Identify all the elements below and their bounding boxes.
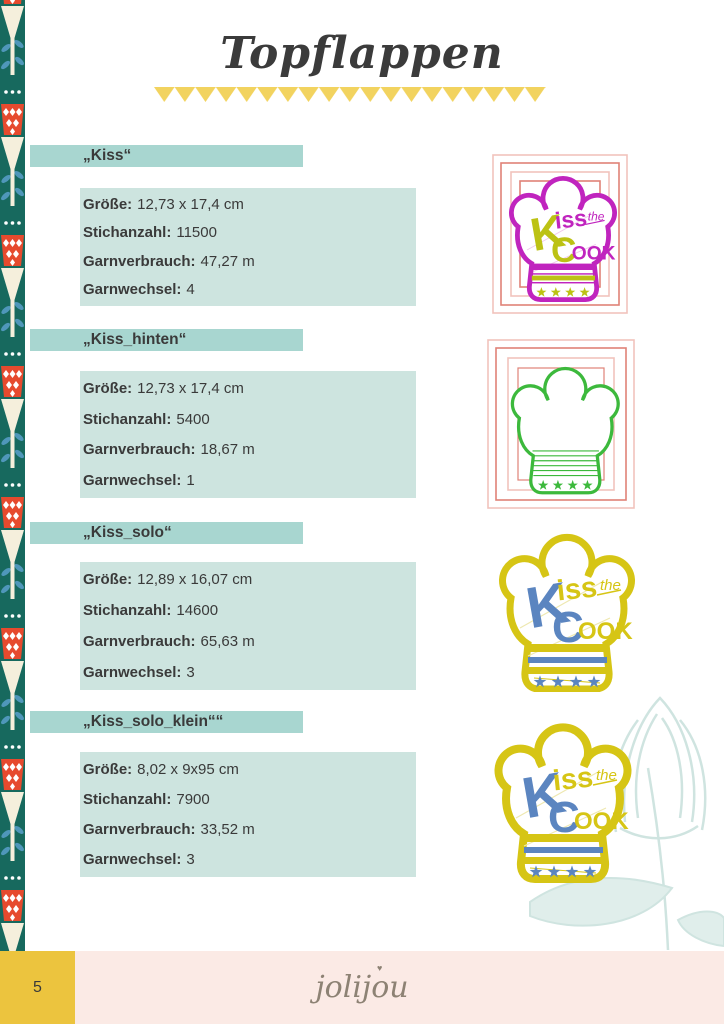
section-title: „Kiss_hinten“ [83,331,187,348]
info-row: Stichanzahl: 5400 [83,404,408,435]
info-box-kiss-solo: Größe: 12,89 x 16,07 cm Stichanzahl: 146… [80,562,416,690]
info-value: 18,67 m [200,441,255,459]
info-row: Stichanzahl: 14600 [83,595,408,626]
svg-text:C: C [548,793,580,842]
band-lines [532,450,599,477]
info-value: 5400 [176,410,210,428]
info-row: Garnwechsel: 3 [83,657,408,688]
section-header-kiss-solo-klein: „Kiss_solo_klein““ [30,711,303,733]
info-label: Größe: [83,195,133,213]
svg-text:C: C [551,231,576,270]
info-row: Größe: 12,89 x 16,07 cm [83,564,408,595]
embroidery-preview-kiss-solo: K iss the C OOK [494,532,646,692]
svg-text:OOK: OOK [578,618,633,645]
svg-text:the: the [596,767,617,784]
info-row: Garnwechsel: 4 [83,276,408,305]
info-row: Stichanzahl: 11500 [83,219,408,248]
flower-watermark [529,696,724,950]
info-value: 11500 [176,224,217,242]
info-value: 4 [186,281,195,299]
info-row: Größe: 12,73 x 17,4 cm [83,190,408,219]
info-label: Garnwechsel: [83,472,182,490]
svg-text:OOK: OOK [572,244,616,265]
info-label: Garnwechsel: [83,664,182,681]
svg-text:iss: iss [555,571,598,607]
tulip-pattern-border [0,0,25,951]
info-row: Garnverbrauch: 33,52 m [83,815,408,845]
embroidery-preview-kiss-hinten [487,339,635,509]
info-label: Stichanzahl: [83,602,172,619]
info-row: Garnwechsel: 1 [83,465,408,496]
info-label: Garnwechsel: [83,281,182,299]
info-row: Garnwechsel: 3 [83,845,408,875]
svg-text:iss: iss [553,205,588,234]
info-label: Garnwechsel: [83,851,182,869]
info-value: 3 [186,851,195,869]
info-box-kiss: Größe: 12,73 x 17,4 cm Stichanzahl: 1150… [80,188,416,306]
info-label: Größe: [83,760,133,778]
brand-text: jolijou [315,970,409,1005]
info-value: 8,02 x 9x95 cm [137,760,239,778]
info-value: 12,73 x 17,4 cm [137,379,244,397]
chef-hat-yellow-blue: K iss the C OOK [502,537,633,689]
info-label: Stichanzahl: [83,410,172,428]
section-title: „Kiss“ [83,147,132,164]
info-box-kiss-solo-klein: Größe: 8,02 x 9x95 cm Stichanzahl: 7900 … [80,752,416,877]
info-value: 33,52 m [200,821,255,839]
svg-text:iss: iss [551,761,594,797]
info-row: Größe: 8,02 x 9x95 cm [83,754,408,784]
info-label: Garnverbrauch: [83,821,196,839]
info-label: Garnverbrauch: [83,633,196,650]
footer: jolijou ♥ 5 [0,951,724,1024]
chef-hat-green-outline [510,366,620,495]
section-header-kiss-solo: „Kiss_solo“ [30,522,303,544]
info-row: Stichanzahl: 7900 [83,784,408,814]
brand-logo: jolijou [0,951,724,1024]
section-title: „Kiss_solo_klein““ [83,713,224,730]
info-label: Garnverbrauch: [83,441,196,459]
svg-text:OOK: OOK [574,808,629,835]
info-value: 65,63 m [200,633,255,650]
info-row: Garnverbrauch: 18,67 m [83,435,408,466]
embroidery-preview-kiss: K iss the C OOK [492,154,628,314]
section-header-kiss: „Kiss“ [30,145,303,167]
info-value: 47,27 m [200,252,255,270]
info-label: Stichanzahl: [83,224,172,242]
info-label: Größe: [83,379,133,397]
info-box-kiss-hinten: Größe: 12,73 x 17,4 cm Stichanzahl: 5400… [80,371,416,498]
info-value: 12,73 x 17,4 cm [137,195,244,213]
svg-text:C: C [552,603,584,652]
info-value: 12,89 x 16,07 cm [137,571,253,588]
info-value: 1 [186,472,195,490]
page-number-box: 5 [0,951,75,1024]
info-label: Größe: [83,571,133,588]
svg-text:the: the [600,577,621,594]
section-header-kiss-hinten: „Kiss_hinten“ [30,329,303,351]
brand-heart-icon: ♥ [377,963,383,973]
info-label: Garnverbrauch: [83,252,196,270]
chef-hat-yellow-blue-small: K iss the C OOK [498,727,629,879]
info-row: Garnverbrauch: 65,63 m [83,626,408,657]
info-row: Größe: 12,73 x 17,4 cm [83,373,408,404]
chef-hat-magenta: K iss the C OOK [511,178,615,299]
page-title: Topflappen [220,28,504,79]
triangle-banner [154,87,546,103]
info-label: Stichanzahl: [83,790,172,808]
info-value: 3 [186,664,195,681]
page-number: 5 [33,978,42,996]
embroidery-preview-kiss-solo-klein: K iss the C OOK [494,716,634,888]
info-value: 7900 [176,790,210,808]
section-title: „Kiss_solo“ [83,524,172,541]
info-row: Garnverbrauch: 47,27 m [83,247,408,276]
info-value: 14600 [176,602,219,619]
svg-text:the: the [588,209,605,223]
